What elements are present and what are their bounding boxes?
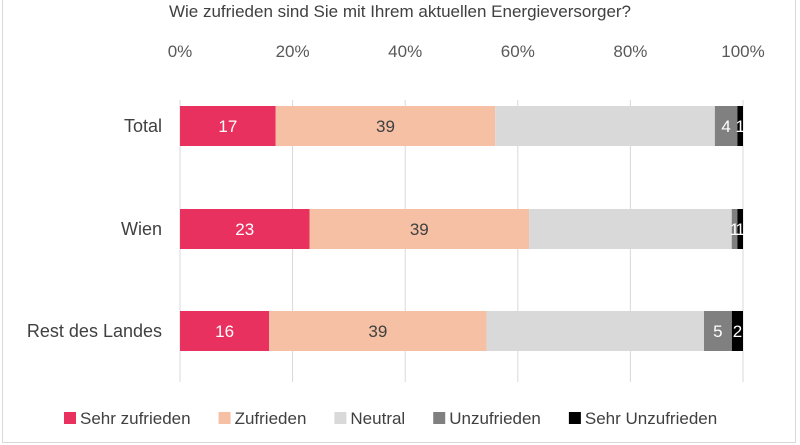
data-label: 39 [410, 220, 429, 239]
bar-segment [731, 311, 743, 351]
data-label: 1 [735, 117, 744, 136]
x-tick-label: 100% [721, 42, 764, 61]
bar-segment [269, 311, 487, 351]
category-label: Wien [121, 219, 162, 239]
legend-swatch [218, 412, 231, 424]
data-label: 23 [235, 220, 254, 239]
bar-segment [495, 106, 715, 146]
data-label: 17 [218, 117, 237, 136]
bar-segment [703, 311, 732, 351]
legend-swatch [433, 412, 446, 424]
data-label: 1 [730, 220, 739, 239]
legend-label: Zufrieden [235, 409, 307, 428]
bar-segment [529, 209, 732, 249]
x-tick-label: 20% [276, 42, 310, 61]
legend-label: Sehr zufrieden [80, 409, 191, 428]
legend-swatch [568, 412, 581, 424]
bar-segment [486, 311, 704, 351]
legend-label: Unzufrieden [449, 409, 541, 428]
chart-title: Wie zufrieden sind Sie mit Ihrem aktuell… [168, 2, 632, 21]
x-tick-label: 40% [388, 42, 422, 61]
category-labels: Total Wien Rest des Landes [27, 116, 162, 341]
bar-segment [180, 311, 270, 351]
data-label: 1 [735, 220, 744, 239]
data-label: 39 [368, 322, 387, 341]
bar-segment [180, 106, 276, 146]
x-tick-label: 60% [501, 42, 535, 61]
bars [180, 106, 743, 351]
legend-swatch [334, 412, 347, 424]
bar-segment [731, 209, 738, 249]
bar-segment [737, 209, 743, 249]
bar-segment [275, 106, 496, 146]
x-tick-labels: 0% 20% 40% 60% 80% 100% [168, 42, 765, 61]
bar-segment [737, 106, 743, 146]
data-label: 16 [215, 322, 234, 341]
x-tick-label: 0% [168, 42, 193, 61]
data-label: 39 [376, 117, 395, 136]
data-label: 5 [713, 322, 722, 341]
legend-label: Sehr Unzufrieden [585, 409, 717, 428]
category-label: Rest des Landes [27, 321, 162, 341]
category-label: Total [124, 116, 162, 136]
x-tick-label: 80% [613, 42, 647, 61]
bar-segment [714, 106, 738, 146]
data-label: 2 [733, 322, 742, 341]
legend: Sehr zufrieden Zufrieden Neutral Unzufriede… [64, 409, 717, 428]
bar-segment [309, 209, 530, 249]
legend-swatch [64, 412, 76, 424]
bar-segment [180, 209, 310, 249]
legend-label: Neutral [350, 409, 405, 428]
data-label: 4 [721, 117, 730, 136]
